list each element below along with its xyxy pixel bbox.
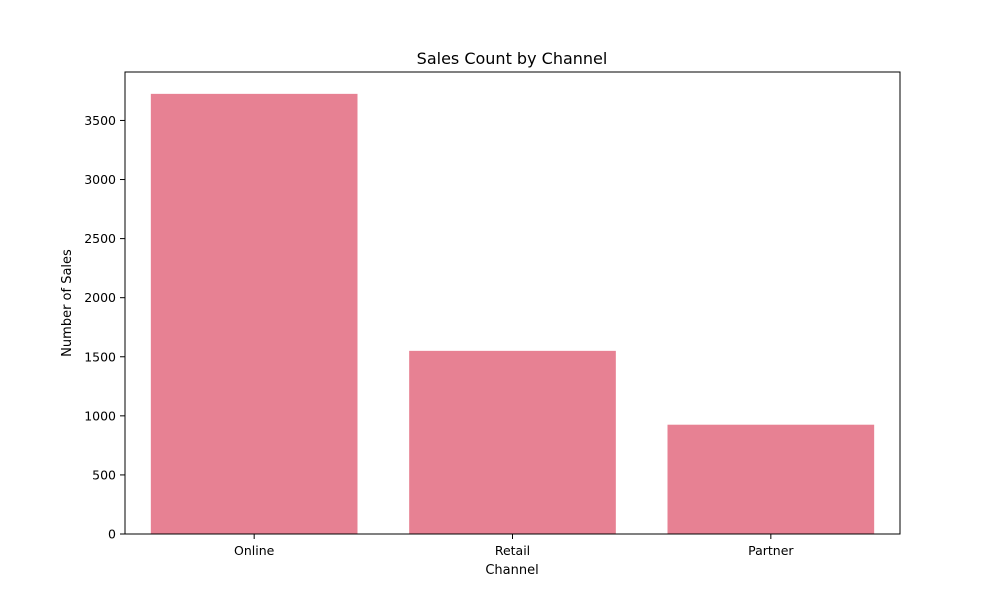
bar-partner (667, 424, 875, 534)
y-tick-label: 2500 (84, 231, 116, 246)
bar-online (150, 93, 358, 534)
x-axis-label: Channel (485, 563, 538, 578)
chart-title: Sales Count by Channel (417, 49, 608, 68)
bar-retail (409, 350, 616, 534)
y-tick-label: 0 (108, 527, 116, 542)
y-tick-label: 1000 (84, 408, 116, 423)
x-tick-label: Online (234, 543, 275, 558)
x-tick-label: Partner (748, 543, 794, 558)
y-tick-label: 500 (92, 467, 116, 482)
plot-area: Online Retail Partner 0 500 1000 1500 2000 2500 3… (84, 71, 901, 558)
x-tick-label: Retail (495, 543, 530, 558)
plot-frame (124, 71, 901, 535)
y-tick-label: 3500 (84, 113, 116, 128)
y-axis-label: Number of Sales (60, 249, 75, 357)
y-tick-label: 2000 (84, 290, 116, 305)
y-tick-label: 3000 (84, 172, 116, 187)
y-tick-label: 1500 (84, 349, 116, 364)
